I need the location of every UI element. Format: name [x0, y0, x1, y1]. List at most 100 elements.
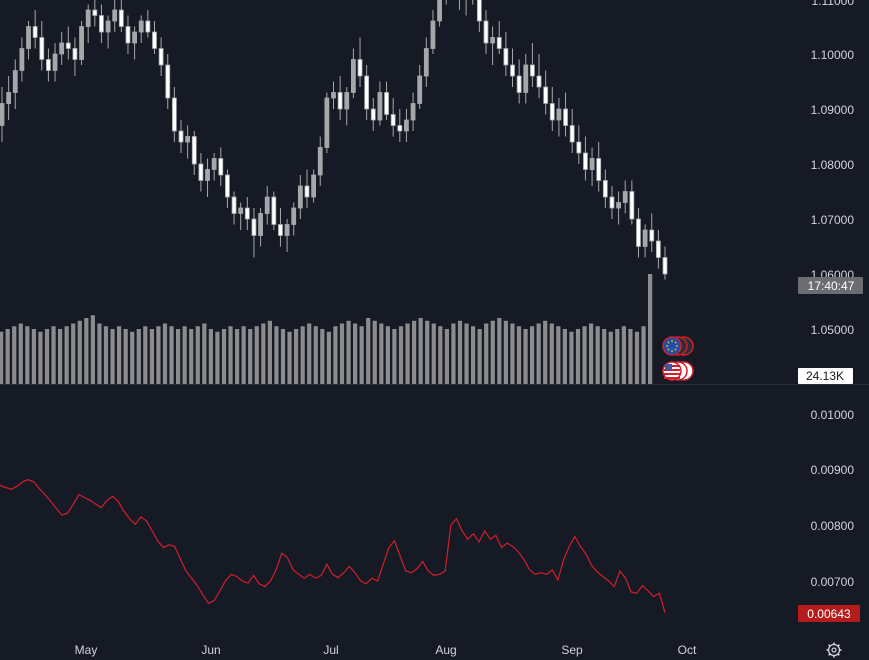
indicator-pane[interactable] [0, 479, 666, 613]
volume-bar [582, 326, 587, 384]
volume-bar [405, 323, 410, 384]
volume-bar [215, 331, 220, 384]
candle-body [483, 20, 489, 44]
volume-bar [221, 329, 227, 384]
price-tick-label: 1.11000 [812, 0, 855, 8]
candle-body [516, 75, 522, 93]
price-pane[interactable] [0, 0, 668, 384]
volume-bar [38, 331, 43, 384]
candle-body [476, 0, 482, 22]
volume-bar [523, 329, 528, 384]
volume-bar [195, 326, 200, 384]
volume-bar [359, 326, 364, 384]
volume-bar [641, 326, 646, 384]
indicator-axis[interactable]: 0.01000 0.00900 0.00800 0.00700 0.00643 [798, 408, 860, 622]
candle-body [622, 191, 628, 203]
volume-bar [634, 331, 640, 384]
volume-badge-text: 24.13K [806, 369, 844, 383]
candle-body [39, 37, 45, 60]
event-marker-us[interactable] [662, 361, 694, 381]
candle-body [105, 20, 111, 33]
volume-bar [471, 326, 476, 384]
candle-body [271, 196, 277, 225]
candle-body [510, 64, 515, 77]
candle-body [629, 191, 635, 220]
candle-body [642, 229, 648, 247]
volume-bar [398, 326, 404, 384]
indicator-tick-label: 0.00900 [811, 463, 855, 477]
candle-body [112, 9, 118, 22]
volume-bar [156, 326, 161, 384]
volume-bar [444, 329, 449, 384]
price-axis[interactable]: 1.11000 1.10000 1.09000 1.08000 1.07000 … [798, 0, 863, 384]
candle-body [536, 75, 542, 88]
candle-body [563, 108, 568, 126]
volume-bar [97, 323, 102, 384]
candle-body [205, 169, 210, 181]
volume-bar [608, 331, 613, 384]
candle-body [46, 59, 51, 71]
candle-body [32, 26, 38, 38]
time-label-jul: Jul [323, 643, 338, 657]
volume-bar [18, 323, 23, 384]
volume-bar [176, 329, 181, 384]
candle-body [125, 26, 131, 44]
volume-bar [392, 329, 397, 384]
volume-bar [130, 331, 135, 384]
candle-body [225, 174, 230, 198]
candle-body [171, 97, 177, 132]
settings-gear-icon[interactable] [826, 642, 842, 658]
candle-body [410, 103, 416, 121]
volume-bar [77, 320, 82, 384]
volume-bar [280, 329, 286, 384]
price-tick-label: 1.10000 [811, 48, 855, 62]
volume-bar [353, 323, 358, 384]
volume-bar [307, 323, 312, 384]
volume-bar [287, 331, 292, 384]
volume-bar [497, 318, 502, 384]
volume-bar [385, 326, 390, 384]
candle-body [304, 185, 310, 198]
volume-bar [313, 326, 318, 384]
candle-body [390, 114, 396, 126]
countdown-badge [798, 277, 863, 294]
volume-badge [798, 368, 853, 384]
candle-body [423, 48, 429, 77]
volume-bars [0, 274, 653, 384]
candle-body [490, 37, 496, 44]
volume-bar [477, 329, 482, 384]
volume-bar [326, 331, 331, 384]
volume-bar [379, 323, 384, 384]
candle-body [384, 92, 389, 115]
candle-body [238, 207, 244, 214]
candle-body [291, 207, 297, 225]
volume-bar [294, 329, 299, 384]
volume-bar [536, 323, 541, 384]
time-axis[interactable]: May Jun Jul Aug Sep Oct [75, 643, 697, 657]
candle-body [370, 108, 376, 121]
volume-bar [261, 323, 266, 384]
candle-body [377, 92, 383, 121]
price-tick-label: 1.07000 [811, 213, 855, 227]
volume-bar [208, 329, 213, 384]
volume-bar [143, 326, 148, 384]
candle-body [530, 64, 535, 77]
volume-bar [64, 326, 69, 384]
candle-body [404, 119, 409, 132]
candle-body [152, 31, 157, 49]
indicator-tick-label: 0.01000 [811, 408, 855, 422]
volume-bar [602, 329, 607, 384]
volume-bar [451, 323, 456, 384]
event-marker-eu[interactable] [662, 336, 694, 356]
volume-bar [51, 326, 56, 384]
indicator-line [0, 479, 666, 613]
candle-body [311, 174, 317, 198]
volume-bar [25, 326, 30, 384]
us-flag-icon [662, 361, 682, 381]
volume-bar [589, 323, 594, 384]
candle-body [19, 48, 25, 71]
candle-body [331, 92, 336, 99]
candle-body [211, 158, 217, 170]
volume-bar [484, 323, 489, 384]
